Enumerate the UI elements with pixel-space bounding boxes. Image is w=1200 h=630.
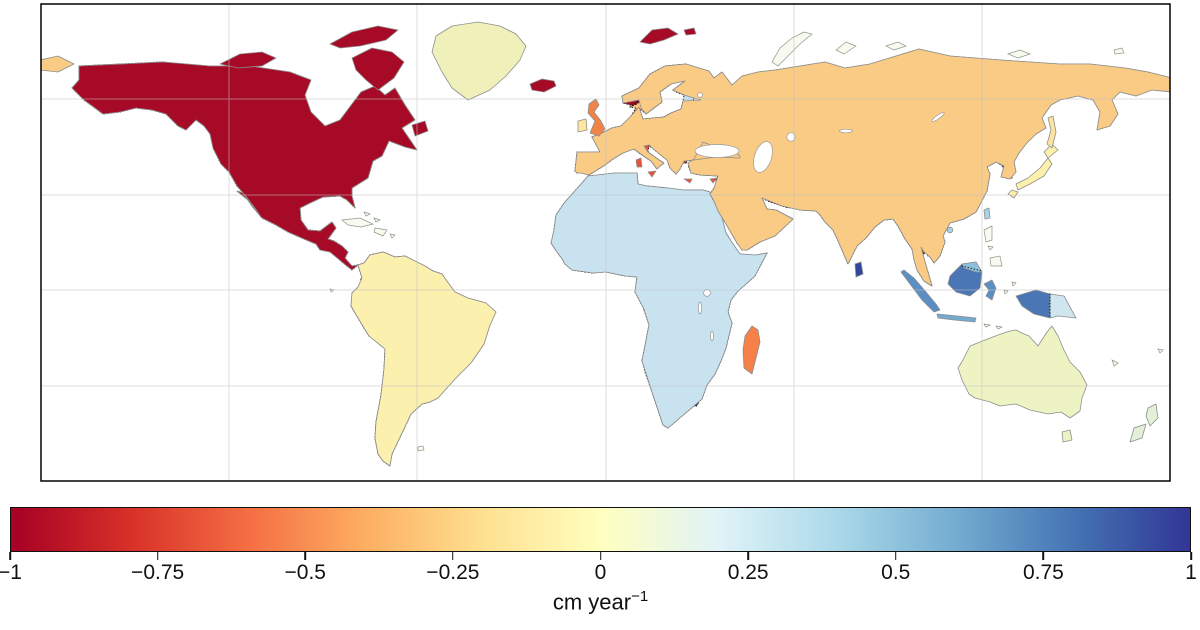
country-australia bbox=[957, 325, 1088, 419]
colorbar-tick-label: −0.25 bbox=[426, 561, 480, 584]
south-america-coastline bbox=[350, 251, 497, 467]
region-chukotka-west-edge bbox=[41, 55, 75, 73]
colorbar-tickmark bbox=[599, 552, 602, 560]
island-new-guinea-west bbox=[1015, 289, 1051, 319]
country-iceland bbox=[529, 78, 557, 93]
colorbar-tickmark bbox=[894, 552, 897, 560]
colorbar-ticks: −1 −0.75 −0.5 −0.25 0 0.25 0.5 0.75 1 bbox=[0, 552, 1197, 612]
colorbar-tick-label: 0.5 bbox=[881, 561, 911, 584]
colorbar-tickmark bbox=[156, 552, 159, 560]
colorbar-tick-label: 0.25 bbox=[727, 561, 769, 584]
colorbar-tickmark bbox=[9, 552, 11, 560]
country-ireland bbox=[577, 118, 588, 133]
colorbar-tick-label: 1 bbox=[1185, 561, 1197, 584]
lake-tanganyika bbox=[698, 301, 702, 315]
colorbar-tickmark bbox=[1042, 552, 1045, 560]
islands-indonesia bbox=[900, 261, 1077, 330]
map-frame bbox=[40, 3, 1171, 482]
island-hainan bbox=[946, 226, 954, 234]
lake-malawi bbox=[710, 330, 714, 342]
continent-africa bbox=[550, 172, 768, 429]
aral-sea bbox=[786, 132, 796, 142]
country-madagascar bbox=[742, 325, 761, 375]
colorbar-tick-label: −1 bbox=[0, 561, 22, 584]
country-japan bbox=[1007, 143, 1059, 199]
lake-ladoga bbox=[697, 92, 703, 98]
lake-victoria bbox=[703, 289, 711, 297]
continent-eurasia bbox=[574, 48, 1170, 287]
colorbar-tick-label: 0.75 bbox=[1022, 561, 1064, 584]
islands-pacific bbox=[1111, 348, 1164, 367]
continent-south-america bbox=[329, 251, 497, 467]
colorbar-tickmark bbox=[304, 552, 307, 560]
continent-oceania bbox=[957, 325, 1164, 443]
island-sumatra bbox=[900, 269, 941, 313]
island-sakhalin bbox=[1046, 115, 1057, 149]
islands-lesser-sunda bbox=[983, 281, 1017, 330]
colorbar-unit-exponent: −1 bbox=[631, 588, 649, 605]
island-java bbox=[936, 313, 977, 323]
north-america-coastline bbox=[71, 61, 418, 271]
island-cyprus bbox=[709, 177, 718, 184]
lake-balkhash bbox=[839, 128, 853, 134]
border-borneo bbox=[961, 265, 983, 272]
lake-baikal bbox=[931, 112, 945, 122]
country-papua-new-guinea bbox=[1049, 293, 1077, 319]
continent-north-america bbox=[71, 25, 429, 271]
islands-caribbean bbox=[341, 211, 396, 239]
islands-philippines bbox=[983, 225, 1003, 267]
islands-italy bbox=[635, 157, 657, 178]
colorbar-gradient bbox=[10, 507, 1191, 552]
caspian-sea bbox=[753, 141, 773, 173]
colorbar-tickmark bbox=[452, 552, 454, 560]
island-sri-lanka bbox=[854, 261, 864, 278]
country-new-zealand bbox=[1129, 403, 1159, 443]
colorbar-tickmark bbox=[747, 552, 749, 560]
colorbar-unit-base: cm year bbox=[552, 589, 632, 615]
graticule bbox=[41, 4, 1170, 481]
black-sea bbox=[694, 144, 740, 158]
colorbar-unit-label: cm year−1 bbox=[10, 588, 1191, 615]
country-greenland bbox=[431, 21, 527, 101]
island-taiwan bbox=[983, 207, 991, 220]
island-tasmania bbox=[1061, 429, 1073, 443]
colorbar-tick-label: −0.5 bbox=[284, 561, 326, 584]
colorbar-tickmark bbox=[1190, 552, 1192, 560]
islands-canadian-arctic bbox=[219, 25, 429, 137]
islands-russian-arctic bbox=[771, 31, 1125, 67]
island-crete bbox=[683, 178, 693, 184]
islands-svalbard bbox=[639, 27, 697, 45]
country-uk bbox=[587, 98, 606, 137]
colorbar-tick-label: −0.75 bbox=[131, 561, 185, 584]
colorbar-tick-label: 0 bbox=[594, 561, 607, 584]
